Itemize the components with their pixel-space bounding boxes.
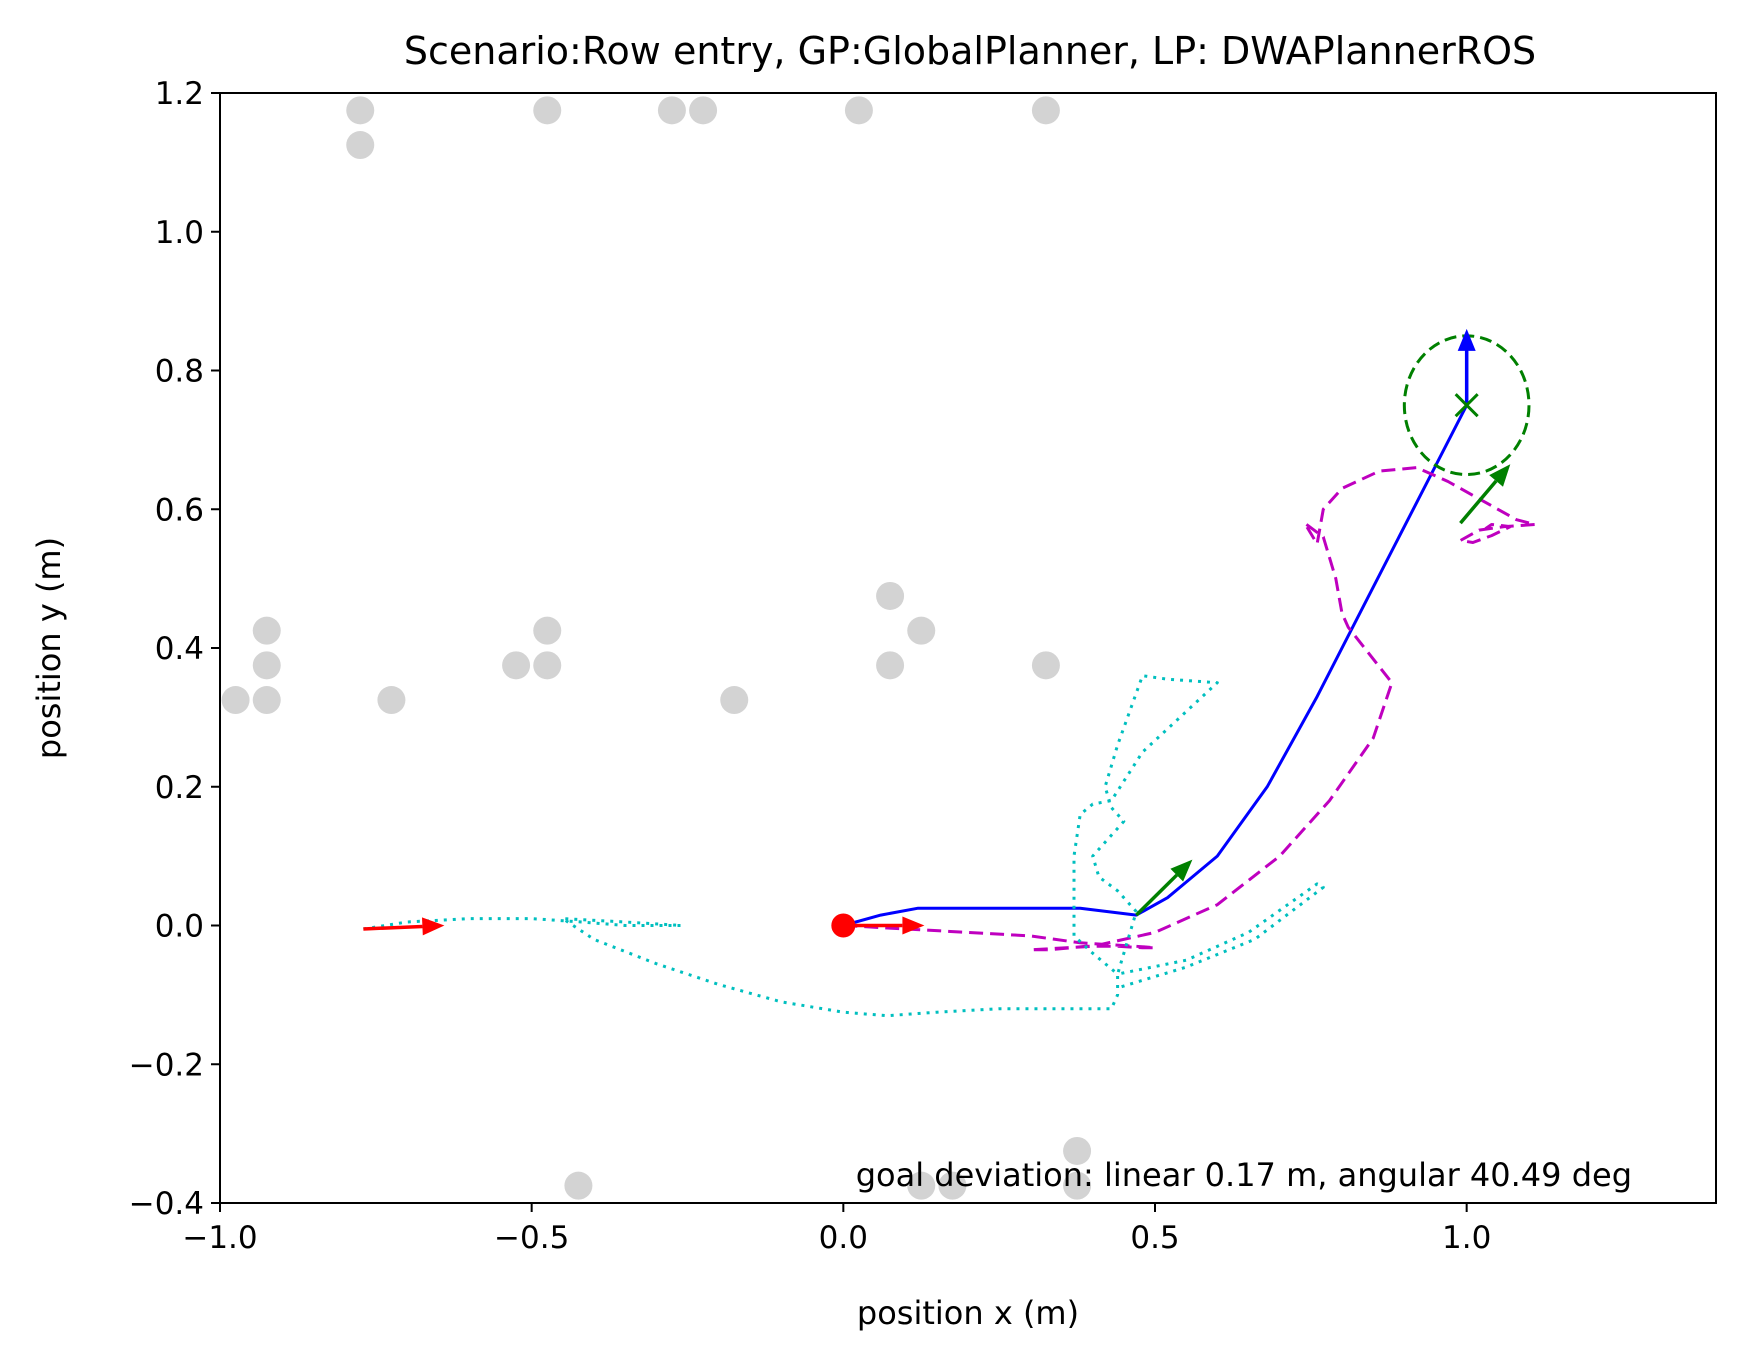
goal-marker [1454,393,1479,418]
final-orientation-arrow [1457,328,1476,406]
x-axis: −1.0 −0.5 0.0 0.5 1.0 [182,1203,1491,1256]
x-tick-label: 0.5 [1130,1220,1179,1256]
obstacle-point [533,616,562,645]
obstacle-point [907,1171,936,1200]
goal-orientation-arrow [1459,464,1511,525]
obstacle-point [1031,96,1060,125]
obstacle-point [876,581,905,610]
plot-frame [219,92,1717,1204]
obstacle-point [720,686,749,715]
obstacle-point [1063,1171,1092,1200]
x-tick-label: −0.5 [494,1220,569,1256]
obstacle-point [907,616,936,645]
y-tick-label: 1.0 [155,215,204,251]
obstacle-point [377,686,406,715]
goal-deviation-annotation: goal deviation: linear 0.17 m, angular 4… [856,1156,1632,1194]
y-tick-label: 0.4 [155,631,204,667]
robot-path-line [842,335,1469,927]
obstacle-point [876,651,905,680]
obstacle-point [689,96,718,125]
x-tick-label: 0.0 [819,1220,868,1256]
start-marker [831,913,856,938]
obstacle-point [1063,1136,1092,1165]
obstacle-point [1031,651,1060,680]
obstacle-point [533,651,562,680]
plot-area [221,96,1537,1200]
y-tick-label: 0.8 [155,354,204,390]
obstacle-point [252,616,281,645]
y-axis-label: position y (m) [30,537,68,759]
y-tick-label: 1.2 [155,76,204,112]
chart-title: Scenario:Row entry, GP:GlobalPlanner, LP… [404,29,1536,73]
start-orientation-arrow [843,916,925,935]
goal-orientation-arrow [1135,859,1193,917]
obstacle-point [533,96,562,125]
obstacle-point [346,96,375,125]
y-tick-label: 0.6 [155,492,204,528]
x-tick-label: −1.0 [182,1220,257,1256]
obstacle-point [564,1171,593,1200]
y-axis: −0.4 −0.2 0.0 0.2 0.4 0.6 0.8 1.0 1.2 [129,76,220,1222]
start-orientation-arrow [363,917,445,936]
y-tick-label: 0.2 [155,770,204,806]
x-axis-label: position x (m) [857,1294,1079,1332]
y-tick-label: −0.2 [129,1047,204,1083]
obstacle-point [346,131,375,160]
x-tick-label: 1.0 [1442,1220,1491,1256]
global-plan-line [843,466,1537,952]
obstacle-point [938,1171,967,1200]
obstacle-point [502,651,531,680]
obstacle-point [221,686,250,715]
obstacle-point [252,651,281,680]
obstacle-point [657,96,686,125]
obstacle-point [252,686,281,715]
obstacle-point [844,96,873,125]
y-tick-label: 0.0 [155,909,204,945]
y-tick-label: −0.4 [129,1186,204,1222]
local-plan-line [363,674,1325,1018]
